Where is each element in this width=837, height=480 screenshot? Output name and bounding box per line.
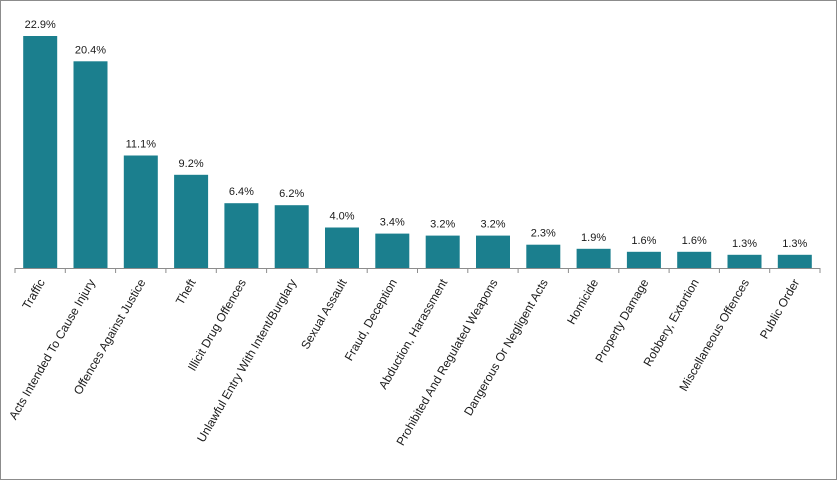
bar-4 (224, 203, 259, 268)
x-tick-label-9: Prohibited And Regulated Weapons (394, 277, 501, 448)
data-label-11: 1.9% (581, 232, 606, 244)
bar-7 (375, 233, 410, 268)
x-tick-label-0: Traffic (19, 277, 47, 312)
data-label-3: 9.2% (179, 158, 204, 170)
data-label-0: 22.9% (25, 19, 56, 31)
x-tick-label-5: Unlawful Entry With Intent/Burglary (194, 277, 299, 445)
data-label-1: 20.4% (75, 44, 106, 56)
data-label-15: 1.3% (782, 238, 807, 250)
bar-1 (73, 61, 108, 268)
data-label-6: 4.0% (329, 211, 354, 223)
x-tick-label-13: Robbery, Extortion (640, 277, 701, 369)
x-tick-label-7: Fraud, Deception (342, 277, 400, 364)
data-label-7: 3.4% (380, 217, 405, 229)
x-tick-label-12: Property Damage (592, 276, 651, 365)
bar-5 (274, 205, 309, 268)
bar-12 (626, 251, 661, 268)
x-tick-label-15: Public Order (757, 277, 802, 342)
bar-13 (677, 251, 712, 268)
bar-8 (425, 235, 460, 268)
data-label-9: 3.2% (480, 219, 505, 231)
bar-0 (23, 36, 58, 268)
data-label-12: 1.6% (631, 235, 656, 247)
data-label-2: 11.1% (126, 139, 157, 151)
bar-9 (476, 235, 510, 268)
x-tick-label-1: Acts Intended To Cause Injury (6, 277, 98, 422)
bar-10 (526, 244, 561, 268)
bar-2 (123, 155, 158, 268)
data-label-10: 2.3% (531, 228, 556, 240)
x-tick-label-3: Theft (173, 276, 199, 307)
data-label-13: 1.6% (682, 235, 707, 247)
x-tick-label-6: Sexual Assault (298, 276, 350, 352)
data-label-5: 6.2% (279, 188, 304, 200)
x-tick-label-10: Dangerous Or Negligent Acts (461, 277, 551, 419)
data-label-14: 1.3% (732, 238, 757, 250)
bar-3 (174, 174, 209, 268)
bar-6 (325, 227, 359, 268)
data-label-4: 6.4% (229, 186, 254, 198)
bar-15 (777, 254, 812, 268)
x-tick-label-11: Homicide (564, 276, 601, 327)
bar-11 (576, 248, 611, 268)
data-label-8: 3.2% (430, 219, 455, 231)
bar-14 (727, 254, 762, 268)
